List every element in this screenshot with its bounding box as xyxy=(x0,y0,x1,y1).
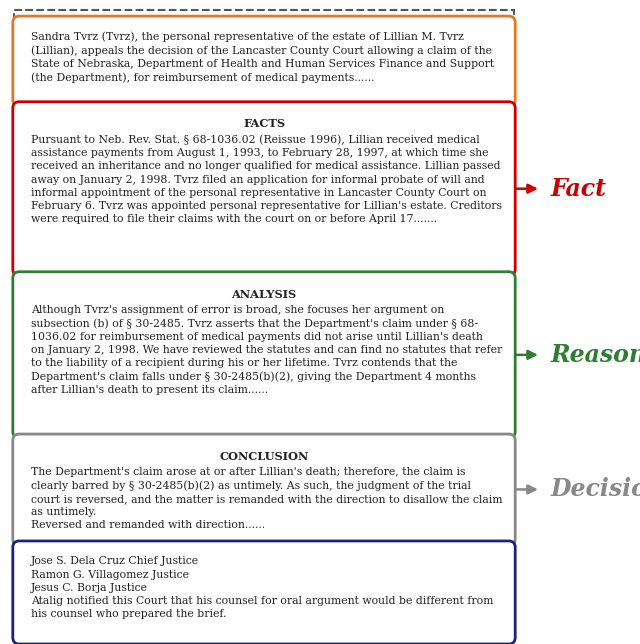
FancyBboxPatch shape xyxy=(13,434,515,545)
FancyBboxPatch shape xyxy=(13,541,515,644)
FancyBboxPatch shape xyxy=(13,272,515,438)
Text: CONCLUSION: CONCLUSION xyxy=(220,451,308,462)
Text: The Department's claim arose at or after Lillian's death; therefore, the claim i: The Department's claim arose at or after… xyxy=(31,467,502,531)
Text: Although Tvrz's assignment of error is broad, she focuses her argument on
subsec: Although Tvrz's assignment of error is b… xyxy=(31,305,502,395)
FancyBboxPatch shape xyxy=(13,16,515,106)
Text: FACTS: FACTS xyxy=(243,118,285,129)
Text: Reasoning: Reasoning xyxy=(550,343,640,367)
Text: ANALYSIS: ANALYSIS xyxy=(232,289,296,299)
FancyBboxPatch shape xyxy=(13,102,515,276)
Text: Decision: Decision xyxy=(550,477,640,502)
Text: Fact: Fact xyxy=(550,176,607,201)
FancyBboxPatch shape xyxy=(14,10,514,641)
Text: Pursuant to Neb. Rev. Stat. § 68-1036.02 (Reissue 1996), Lillian received medica: Pursuant to Neb. Rev. Stat. § 68-1036.02… xyxy=(31,135,502,224)
Text: Sandra Tvrz (Tvrz), the personal representative of the estate of Lillian M. Tvrz: Sandra Tvrz (Tvrz), the personal represe… xyxy=(31,32,494,83)
Text: Jose S. Dela Cruz Chief Justice
Ramon G. Villagomez Justice
Jesus C. Borja Justi: Jose S. Dela Cruz Chief Justice Ramon G.… xyxy=(31,556,493,620)
